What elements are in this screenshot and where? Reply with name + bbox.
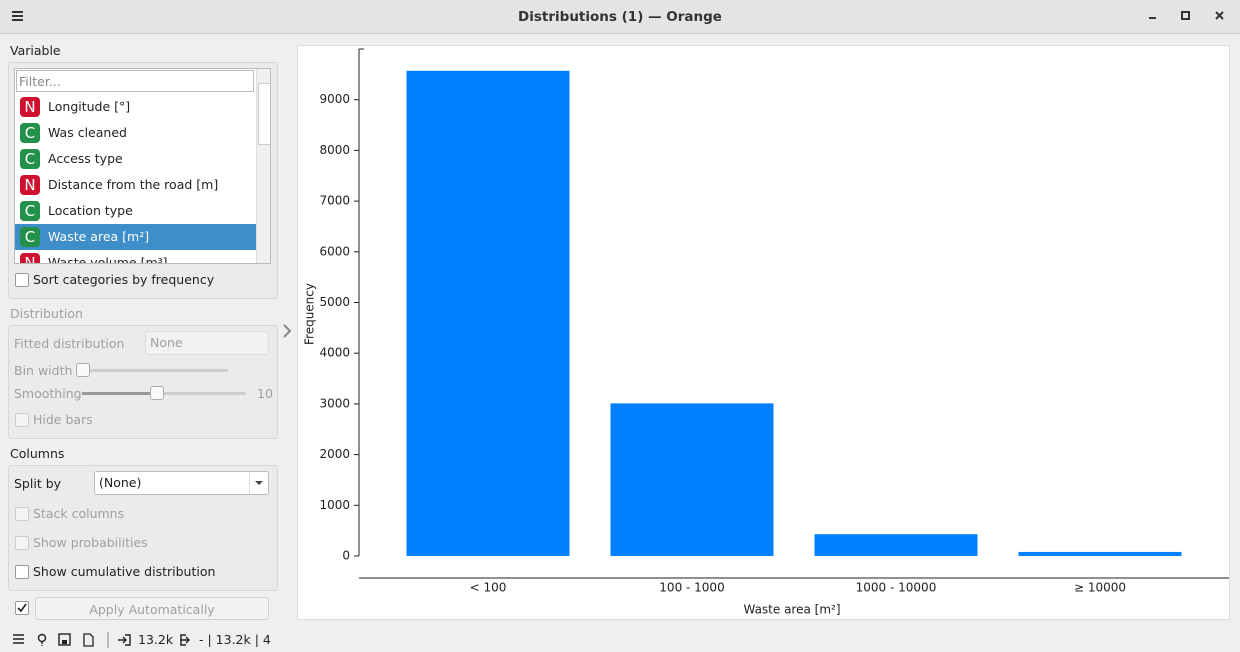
- window-controls[interactable]: [1145, 8, 1235, 26]
- y-axis-label: Frequency: [303, 283, 317, 345]
- chart: Frequency Waste area [m²] 0 1000 2000 3000 4…: [297, 45, 1230, 620]
- variable-item[interactable]: N Waste volume [m³]: [15, 250, 256, 264]
- checkbox[interactable]: [15, 536, 29, 550]
- variable-label: Longitude [°]: [48, 99, 131, 114]
- section-heading: Distribution: [10, 306, 83, 321]
- x-tick-label: 100 - 1000: [659, 581, 724, 595]
- variable-type-icon: C: [20, 227, 40, 247]
- status-output: - | 13.2k | 4: [199, 632, 271, 647]
- y-tick-label: 6000: [319, 244, 350, 258]
- checkbox-label: Hide bars: [33, 412, 93, 427]
- window-title: Distributions (1) — Orange: [518, 9, 722, 25]
- collapse-chevron[interactable]: [281, 323, 293, 339]
- variable-item[interactable]: C Waste area [m²]: [15, 224, 256, 250]
- variable-list[interactable]: Filter... N Longitude [°] C Was cleaned C Acc…: [14, 68, 271, 264]
- apply-checkbox[interactable]: [15, 601, 29, 615]
- bar: [610, 403, 774, 556]
- variable-item[interactable]: C Was cleaned: [15, 120, 256, 146]
- variable-type-icon: C: [20, 201, 40, 221]
- x-axis-label: Waste area [m²]: [743, 603, 840, 617]
- section-heading: Variable: [10, 43, 61, 58]
- y-tick-label: 7000: [319, 194, 350, 208]
- checkbox-label: Sort categories by frequency: [33, 272, 215, 287]
- variable-label: Distance from the road [m]: [48, 177, 219, 192]
- slider[interactable]: [82, 386, 246, 400]
- section-heading: Columns: [10, 446, 65, 461]
- x-tick-label: 1000 - 10000: [856, 581, 937, 595]
- apply-button[interactable]: Apply Automatically: [35, 597, 269, 620]
- slider[interactable]: [76, 363, 228, 377]
- variable-item[interactable]: N Longitude [°]: [15, 94, 256, 120]
- bar: [406, 70, 570, 557]
- checkbox-label: Stack columns: [33, 506, 125, 521]
- variable-item[interactable]: C Access type: [15, 146, 256, 172]
- label: Bin width: [14, 363, 73, 378]
- y-tick-label: 0: [342, 549, 350, 563]
- y-tick-label: 3000: [319, 396, 350, 410]
- y-tick-label: 5000: [319, 295, 350, 309]
- title-bar: [0, 0, 1240, 34]
- variable-type-icon: C: [20, 149, 40, 169]
- scrollbar[interactable]: [256, 69, 270, 263]
- status-bar: [0, 627, 1240, 652]
- variable-label: Waste volume [m³]: [48, 255, 168, 264]
- variable-label: Location type: [48, 203, 133, 218]
- checkbox[interactable]: [15, 565, 29, 579]
- combo-box[interactable]: (None): [94, 471, 269, 495]
- checkbox[interactable]: [15, 507, 29, 521]
- checkbox-label: Show cumulative distribution: [33, 564, 216, 579]
- bar: [1018, 551, 1182, 556]
- checkbox[interactable]: [15, 273, 29, 287]
- variable-item[interactable]: C Location type: [15, 198, 256, 224]
- variable-item[interactable]: N Distance from the road [m]: [15, 172, 256, 198]
- y-tick-label: 2000: [319, 447, 350, 461]
- slider-value: 10: [257, 386, 273, 401]
- filter-input[interactable]: Filter...: [16, 70, 254, 92]
- x-tick-label: ≥ 10000: [1074, 581, 1126, 595]
- variable-type-icon: C: [20, 123, 40, 143]
- variable-type-icon: N: [20, 253, 40, 263]
- variable-type-icon: N: [20, 97, 40, 117]
- y-tick-label: 9000: [319, 92, 350, 106]
- label: Split by: [14, 476, 62, 491]
- label: Fitted distribution: [14, 336, 125, 351]
- variable-label: Waste area [m²]: [48, 229, 150, 244]
- combo-arrow[interactable]: [249, 472, 269, 494]
- status-icons[interactable]: [12, 632, 192, 648]
- bar: [814, 534, 978, 556]
- y-tick-label: 8000: [319, 143, 350, 157]
- menu-icon[interactable]: [12, 11, 24, 22]
- checkbox[interactable]: [15, 413, 29, 427]
- status-input: 13.2k: [138, 632, 174, 647]
- variable-type-icon: N: [20, 175, 40, 195]
- combo-box[interactable]: None: [145, 331, 269, 355]
- x-tick-label: < 100: [470, 581, 507, 595]
- checkbox-label: Show probabilities: [33, 535, 148, 550]
- variable-label: Access type: [48, 151, 123, 166]
- y-tick-label: 4000: [319, 346, 350, 360]
- label: Smoothing: [14, 386, 82, 401]
- y-tick-label: 1000: [319, 498, 350, 512]
- variable-label: Was cleaned: [48, 125, 127, 140]
